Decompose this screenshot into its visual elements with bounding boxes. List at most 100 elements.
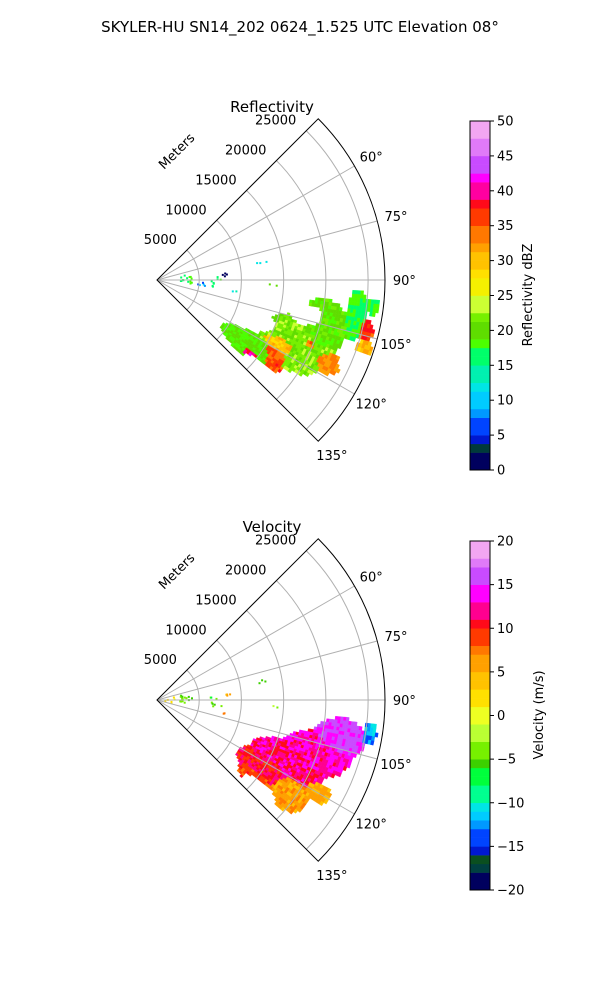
colorbar-segment xyxy=(470,155,490,165)
data-cell xyxy=(324,774,329,780)
speckle-cell xyxy=(202,283,205,286)
speckle-cell xyxy=(170,700,173,703)
colorbar-segment xyxy=(470,645,490,655)
speckle-cell xyxy=(275,284,278,287)
colorbar-segment xyxy=(470,278,490,288)
azimuth-tick-label: 120° xyxy=(356,398,387,413)
speckle-cell xyxy=(213,703,216,706)
colorbar-segment xyxy=(470,339,490,349)
speckle-cell xyxy=(210,280,213,283)
colorbar-segment xyxy=(470,724,490,734)
colorbar-tick-label: 40 xyxy=(497,184,514,199)
data-cell xyxy=(334,715,339,721)
range-tick-label: 20000 xyxy=(225,144,266,159)
speckle-cell xyxy=(220,705,223,708)
range-tick-label: 15000 xyxy=(195,173,236,188)
colorbar-tick-label: 10 xyxy=(497,394,514,409)
speckle-cell xyxy=(264,680,267,683)
data-cell xyxy=(280,806,286,812)
data-cell xyxy=(352,289,356,295)
speckle-cell xyxy=(211,702,214,705)
colorbar-segment xyxy=(470,426,490,436)
velocity-range-axis-label: Meters xyxy=(156,551,198,593)
range-tick-label: 10000 xyxy=(165,623,206,638)
colorbar-segment xyxy=(470,767,490,777)
velocity-colorbar: −20 −15 −10 −5 0 5 10 15 20 xyxy=(469,535,524,899)
speckle-cell xyxy=(172,696,175,699)
colorbar-segment xyxy=(470,610,490,620)
speckle-cell xyxy=(216,278,219,281)
data-cell xyxy=(240,352,245,357)
colorbar-segment xyxy=(470,698,490,708)
speckle-cell xyxy=(187,695,190,698)
data-cell xyxy=(337,772,342,778)
speckle-cell xyxy=(190,277,193,280)
colorbar-segment xyxy=(470,654,490,664)
range-tick-label: 25000 xyxy=(255,534,296,549)
colorbar-segment xyxy=(470,269,490,279)
azimuth-spoke xyxy=(156,640,378,701)
data-cell xyxy=(288,809,294,815)
data-cell xyxy=(328,298,333,303)
speckle-cell xyxy=(224,272,227,275)
data-cell xyxy=(319,800,325,807)
colorbar-segment xyxy=(470,251,490,261)
data-cell xyxy=(309,370,314,376)
colorbar-segment xyxy=(470,286,490,296)
speckle-cell xyxy=(210,701,213,704)
colorbar-segment xyxy=(470,619,490,629)
azimuth-tick-label: 60° xyxy=(360,150,383,165)
colorbar-tick-label: 0 xyxy=(497,464,505,479)
data-cell xyxy=(337,716,342,721)
speckle-cell xyxy=(226,694,229,697)
azimuth-tick-label: 75° xyxy=(384,630,407,645)
colorbar-tick-label: 20 xyxy=(497,324,514,339)
colorbar-segment xyxy=(470,855,490,865)
reflectivity-range-axis-label: Meters xyxy=(156,131,198,173)
speckle-cell xyxy=(259,262,262,265)
colorbar-segment xyxy=(470,225,490,235)
data-cell xyxy=(362,294,367,300)
colorbar-segment xyxy=(470,208,490,218)
colorbar-segment xyxy=(470,663,490,673)
data-cell xyxy=(354,290,359,295)
speckle-cell xyxy=(179,280,182,282)
colorbar-tick-label: 0 xyxy=(497,709,505,724)
colorbar-segment xyxy=(470,260,490,270)
colorbar-segment xyxy=(470,732,490,742)
speckle-cell xyxy=(181,698,184,701)
data-cell xyxy=(356,298,361,303)
colorbar-segment xyxy=(470,417,490,427)
colorbar-segment xyxy=(470,304,490,314)
data-cell xyxy=(335,368,341,374)
data-cell xyxy=(320,297,325,302)
colorbar-segment xyxy=(470,347,490,357)
colorbar-segment xyxy=(470,295,490,305)
data-cell xyxy=(337,344,342,350)
colorbar-segment xyxy=(470,164,490,174)
colorbar-segment xyxy=(470,443,490,453)
azimuth-tick-label: 90° xyxy=(393,274,416,289)
data-cell xyxy=(372,727,377,733)
colorbar-segment xyxy=(470,776,490,786)
speckle-cell xyxy=(189,280,192,283)
reflectivity-grid xyxy=(156,118,386,442)
colorbar-segment xyxy=(470,452,490,462)
data-cell xyxy=(277,368,282,374)
data-cell xyxy=(287,368,293,374)
data-cell xyxy=(247,352,253,357)
data-cell xyxy=(298,371,304,377)
colorbar-segment xyxy=(470,811,490,821)
range-tick-label: 25000 xyxy=(255,114,296,129)
colorbar-segment xyxy=(470,628,490,638)
colorbar-segment xyxy=(470,575,490,585)
azimuth-tick-label: 105° xyxy=(380,758,411,773)
speckle-cell xyxy=(183,274,186,277)
colorbar-tick-label: 45 xyxy=(497,149,514,164)
data-cell xyxy=(331,370,337,376)
speckle-cell xyxy=(183,696,186,699)
colorbar-tick-label: −20 xyxy=(497,884,524,899)
speckle-cell xyxy=(187,280,190,283)
azimuth-tick-label: 60° xyxy=(360,570,383,585)
data-cell xyxy=(374,732,379,738)
